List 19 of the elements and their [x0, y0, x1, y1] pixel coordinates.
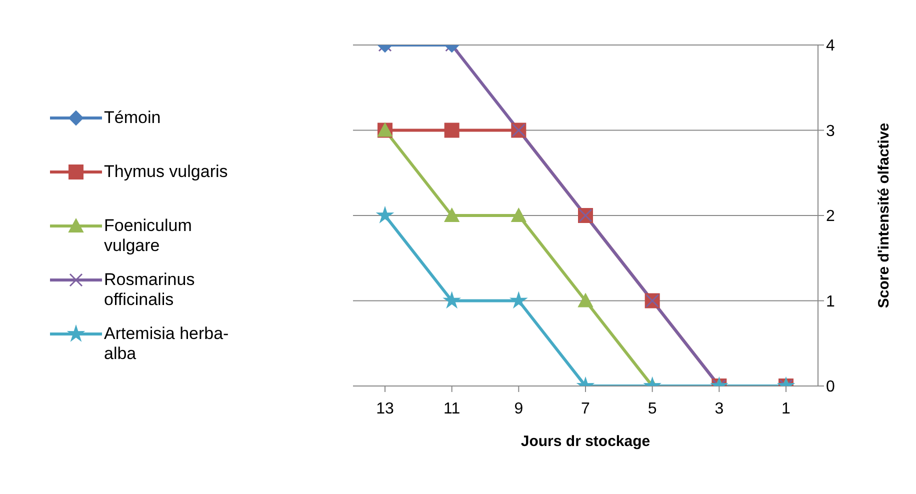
x-tick-label: 9 — [514, 400, 524, 418]
x-tick-label: 1 — [782, 400, 791, 418]
y-tick-label: 4 — [826, 38, 835, 55]
legend-label: Foeniculum vulgare — [104, 216, 193, 256]
y-tick-label: 0 — [826, 378, 835, 396]
y-tick-label: 1 — [826, 293, 835, 310]
x-tick-label: 11 — [444, 400, 460, 418]
y-axis-title: Score d'intensité olfactive — [875, 122, 892, 308]
legend-label: Thymus vulgaris — [104, 162, 229, 182]
y-tick-label: 2 — [826, 208, 835, 226]
x-tick-label: 7 — [581, 400, 590, 418]
y-tick-label: 3 — [826, 122, 835, 140]
legend-label: Artemisia herba-alba — [104, 324, 229, 364]
x-tick-label: 13 — [376, 400, 394, 418]
legend-label: Témoin — [104, 108, 162, 128]
x-tick-label: 5 — [648, 400, 657, 418]
x-axis-title: Jours dr stockage — [520, 433, 650, 450]
x-tick-label: 3 — [714, 400, 724, 418]
legend-label: Rosmarinus officinalis — [104, 270, 196, 310]
